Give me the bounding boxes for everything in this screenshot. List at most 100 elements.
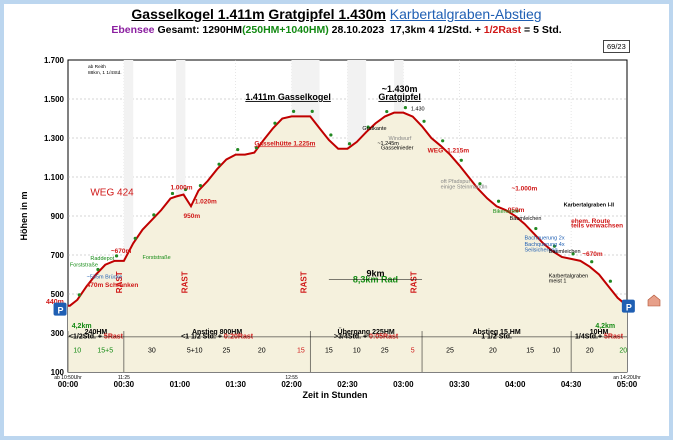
black-annotation: einige Steinmandln — [441, 185, 488, 191]
x-tick-label: 02:30 — [337, 380, 358, 389]
minute-label: 15 — [297, 348, 305, 355]
page-tag: 69/23 — [603, 40, 630, 53]
tree-marker — [403, 106, 407, 110]
x-tick-label: 00:30 — [114, 380, 135, 389]
title-peak-2: Gratgipfel 1.430m — [268, 6, 386, 22]
subtitle-rast: 1/2Rast — [483, 24, 522, 36]
tree-marker — [273, 121, 277, 125]
red-annotation: WEG -1.215m — [428, 148, 470, 155]
tree-marker — [310, 109, 314, 113]
red-annotation: teils verwachsen — [571, 223, 623, 230]
red-annotation: Gasselhütte 1.225m — [254, 140, 315, 147]
black-annotation: Karbertalgraben I-II — [564, 202, 615, 208]
x-tick-label: 00:00 — [58, 380, 79, 389]
tree-marker — [183, 187, 188, 192]
tree-marker — [552, 244, 557, 248]
blue-annotation: Seilsicherung — [525, 247, 558, 253]
x-tick-label: 02:00 — [281, 380, 302, 389]
tree-marker — [590, 260, 594, 264]
minute-label: 20 — [258, 348, 266, 355]
tree-marker — [422, 119, 426, 123]
chart-subtitle: Ebensee Gesamt: 1290HM(250HM+1040HM) 28.… — [0, 24, 673, 36]
black-annotation: Windwurf — [388, 136, 411, 142]
tree-marker — [534, 226, 538, 231]
tree-marker — [459, 158, 463, 162]
red-annotation: 950m — [184, 213, 201, 220]
black-annotation: Baumleichen — [549, 249, 581, 255]
x-time-label: 11:25 — [118, 375, 130, 381]
blue-annotation: Bachquerung 4x — [525, 242, 565, 248]
x-time-label: ab 10:50Uhr — [54, 375, 82, 381]
minute-label: 15 — [325, 348, 333, 355]
house-icon — [647, 294, 661, 307]
parking-marker — [621, 299, 635, 313]
tree-marker — [441, 139, 445, 143]
peak-label: Gratgipfel — [378, 92, 421, 102]
tree-marker — [608, 279, 612, 283]
red-annotation: 1.020m — [195, 198, 217, 205]
tree-marker — [329, 133, 333, 137]
red-annotation: 470m Schranken — [87, 282, 139, 289]
segment-hm: Übergang 225HM — [338, 327, 395, 336]
subtitle-date: 28.10.2023 — [331, 24, 385, 36]
parking-label: P — [58, 306, 64, 316]
tree-marker — [217, 162, 221, 166]
x-tick-label: 01:30 — [225, 380, 246, 389]
y-tick-label: 300 — [51, 329, 65, 338]
segment-hm: 240HM — [85, 329, 108, 336]
subtitle-dist-time: 17,3km 4 1/2Std. + — [390, 24, 481, 36]
x-tick-label: 04:30 — [561, 380, 582, 389]
terrain-fill — [68, 112, 627, 373]
x-tick-label: 05:00 — [617, 380, 638, 389]
chart-title: Gasselkogel 1.411m Gratgipfel 1.430m Kar… — [0, 6, 673, 22]
x-tick-label: 04:00 — [505, 380, 526, 389]
minute-label: 25 — [222, 348, 230, 355]
chart-header: Gasselkogel 1.411m Gratgipfel 1.430m Kar… — [0, 0, 673, 60]
corner-note: ab Reith — [88, 64, 106, 70]
green-annotation: Forststraße — [70, 263, 98, 269]
minute-label: 10 — [73, 348, 81, 355]
tree-marker — [385, 109, 389, 114]
y-tick-label: 1.700 — [44, 56, 65, 65]
peak-label: ~1.430m — [382, 84, 418, 94]
minute-label: 20 — [619, 348, 627, 355]
black-annotation: 1.430 — [411, 107, 425, 113]
minute-label: 10 — [353, 348, 361, 355]
tree-marker — [114, 254, 119, 258]
rest-label: RAST — [115, 271, 124, 293]
minute-label: 20 — [586, 348, 594, 355]
black-annotation: Gasselnieder — [381, 146, 414, 152]
red-annotation: ~670m — [582, 251, 603, 258]
tree-marker — [571, 252, 575, 256]
black-annotation: Gratkante — [362, 126, 386, 132]
tree-marker — [347, 142, 352, 146]
segment-hm: 10HM — [590, 329, 609, 336]
tree-marker — [170, 191, 175, 196]
black-annotation: Karbertalgraben — [549, 273, 588, 279]
tree-marker — [515, 209, 519, 213]
tree-marker — [236, 147, 240, 152]
tree-marker — [133, 236, 137, 240]
black-annotation: oft Pfadspur — [441, 179, 471, 185]
tree-marker — [366, 125, 370, 129]
x-time-label: an 14:20Uhr — [613, 375, 641, 381]
black-annotation: Baumleichen — [510, 216, 542, 222]
tree-marker — [152, 213, 156, 217]
rest-label: RAST — [300, 271, 309, 293]
x-tick-label: 03:30 — [449, 380, 470, 389]
tree-marker — [292, 109, 296, 113]
blue-annotation: Bachquerung 2x — [525, 235, 565, 241]
y-axis-title: Höhen in m — [19, 192, 29, 241]
black-annotation: ~1.245m — [377, 141, 399, 147]
segment-hm: Anstieg 800HM — [192, 329, 242, 336]
x-time-label: 12:55 — [285, 375, 298, 381]
rest-label: RAST — [409, 271, 418, 293]
red-annotation: ~1.000m — [511, 186, 537, 193]
red-annotation: ~670m — [111, 248, 132, 255]
green-annotation: Raddepot — [90, 256, 114, 262]
rest-label: RAST — [180, 271, 189, 293]
minute-label: 20 — [489, 348, 497, 355]
black-annotation: meist 1 — [549, 278, 567, 284]
y-tick-label: 100 — [51, 368, 65, 377]
red-annotation: 950m — [508, 207, 525, 214]
